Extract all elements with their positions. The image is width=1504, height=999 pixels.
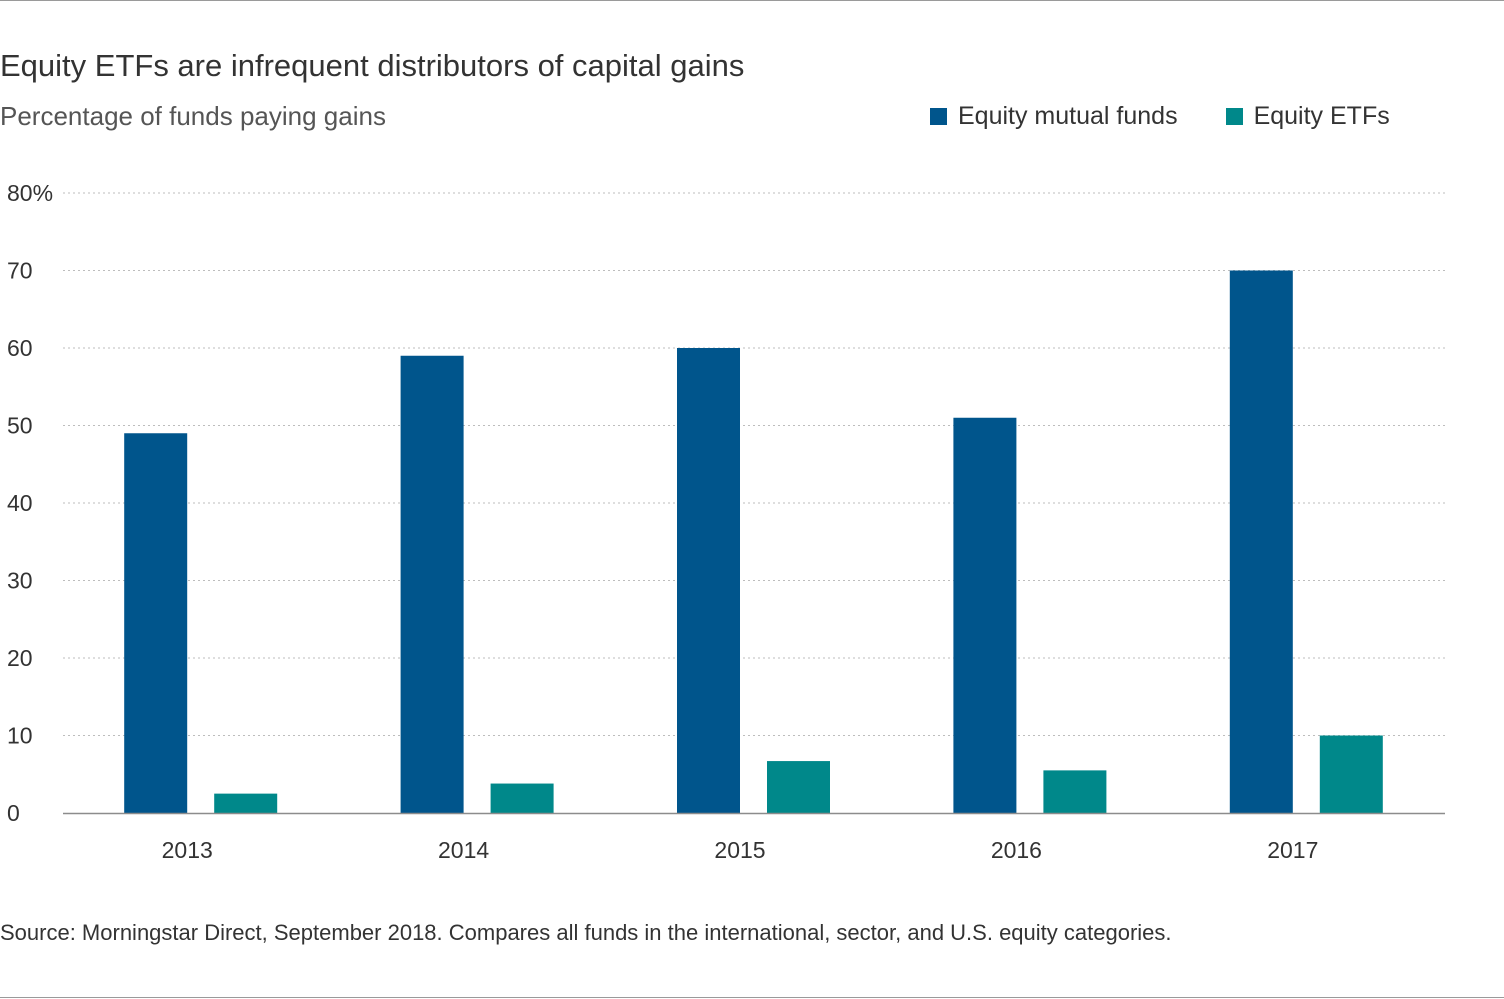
y-tick-label: 30	[7, 568, 33, 594]
x-tick-label: 2016	[991, 837, 1042, 863]
chart-subtitle: Percentage of funds paying gains	[0, 101, 386, 131]
y-tick-label: 70	[7, 258, 33, 284]
y-tick-label: 40	[7, 490, 33, 516]
x-tick-label: 2015	[714, 837, 765, 863]
bar-etfs	[1043, 770, 1107, 813]
y-tick-label: 0	[7, 800, 20, 826]
bar-mutual-funds	[677, 348, 740, 813]
y-tick-label: 60	[7, 335, 33, 361]
x-tick-label: 2014	[438, 837, 489, 863]
legend-item-etfs: Equity ETFs	[1225, 102, 1390, 131]
y-tick-label: 80%	[7, 180, 53, 206]
bar-mutual-funds	[400, 355, 464, 813]
chart-title: Equity ETFs are infrequent distributors …	[0, 48, 745, 83]
bar-etfs	[490, 783, 554, 813]
x-tick-label: 2017	[1267, 837, 1318, 863]
legend-label-mutual-funds: Equity mutual funds	[958, 102, 1178, 130]
chart-legend: Equity mutual funds Equity ETFs	[930, 102, 1390, 131]
bar-etfs	[767, 761, 830, 813]
top-rule	[0, 0, 1504, 1]
y-tick-label: 50	[7, 413, 33, 439]
source-note: Source: Morningstar Direct, September 20…	[0, 920, 1172, 945]
y-tick-label: 10	[7, 723, 33, 749]
x-tick-label: 2013	[162, 837, 213, 863]
legend-swatch-etfs	[1225, 108, 1243, 125]
bar-chart: 0 10 20 30 40 50 60 70 80% 2013 2014 2015 2016 2017	[7, 180, 1445, 863]
bar-mutual-funds	[124, 433, 188, 813]
bar-etfs	[1319, 735, 1383, 813]
legend-label-etfs: Equity ETFs	[1253, 102, 1390, 130]
legend-item-mutual-funds: Equity mutual funds	[930, 102, 1178, 131]
bottom-rule	[0, 997, 1504, 998]
bar-mutual-funds	[953, 417, 1017, 813]
legend-swatch-mutual-funds	[930, 108, 947, 125]
y-tick-label: 20	[7, 645, 33, 671]
bar-mutual-funds	[1229, 270, 1293, 813]
bar-etfs	[214, 793, 278, 813]
